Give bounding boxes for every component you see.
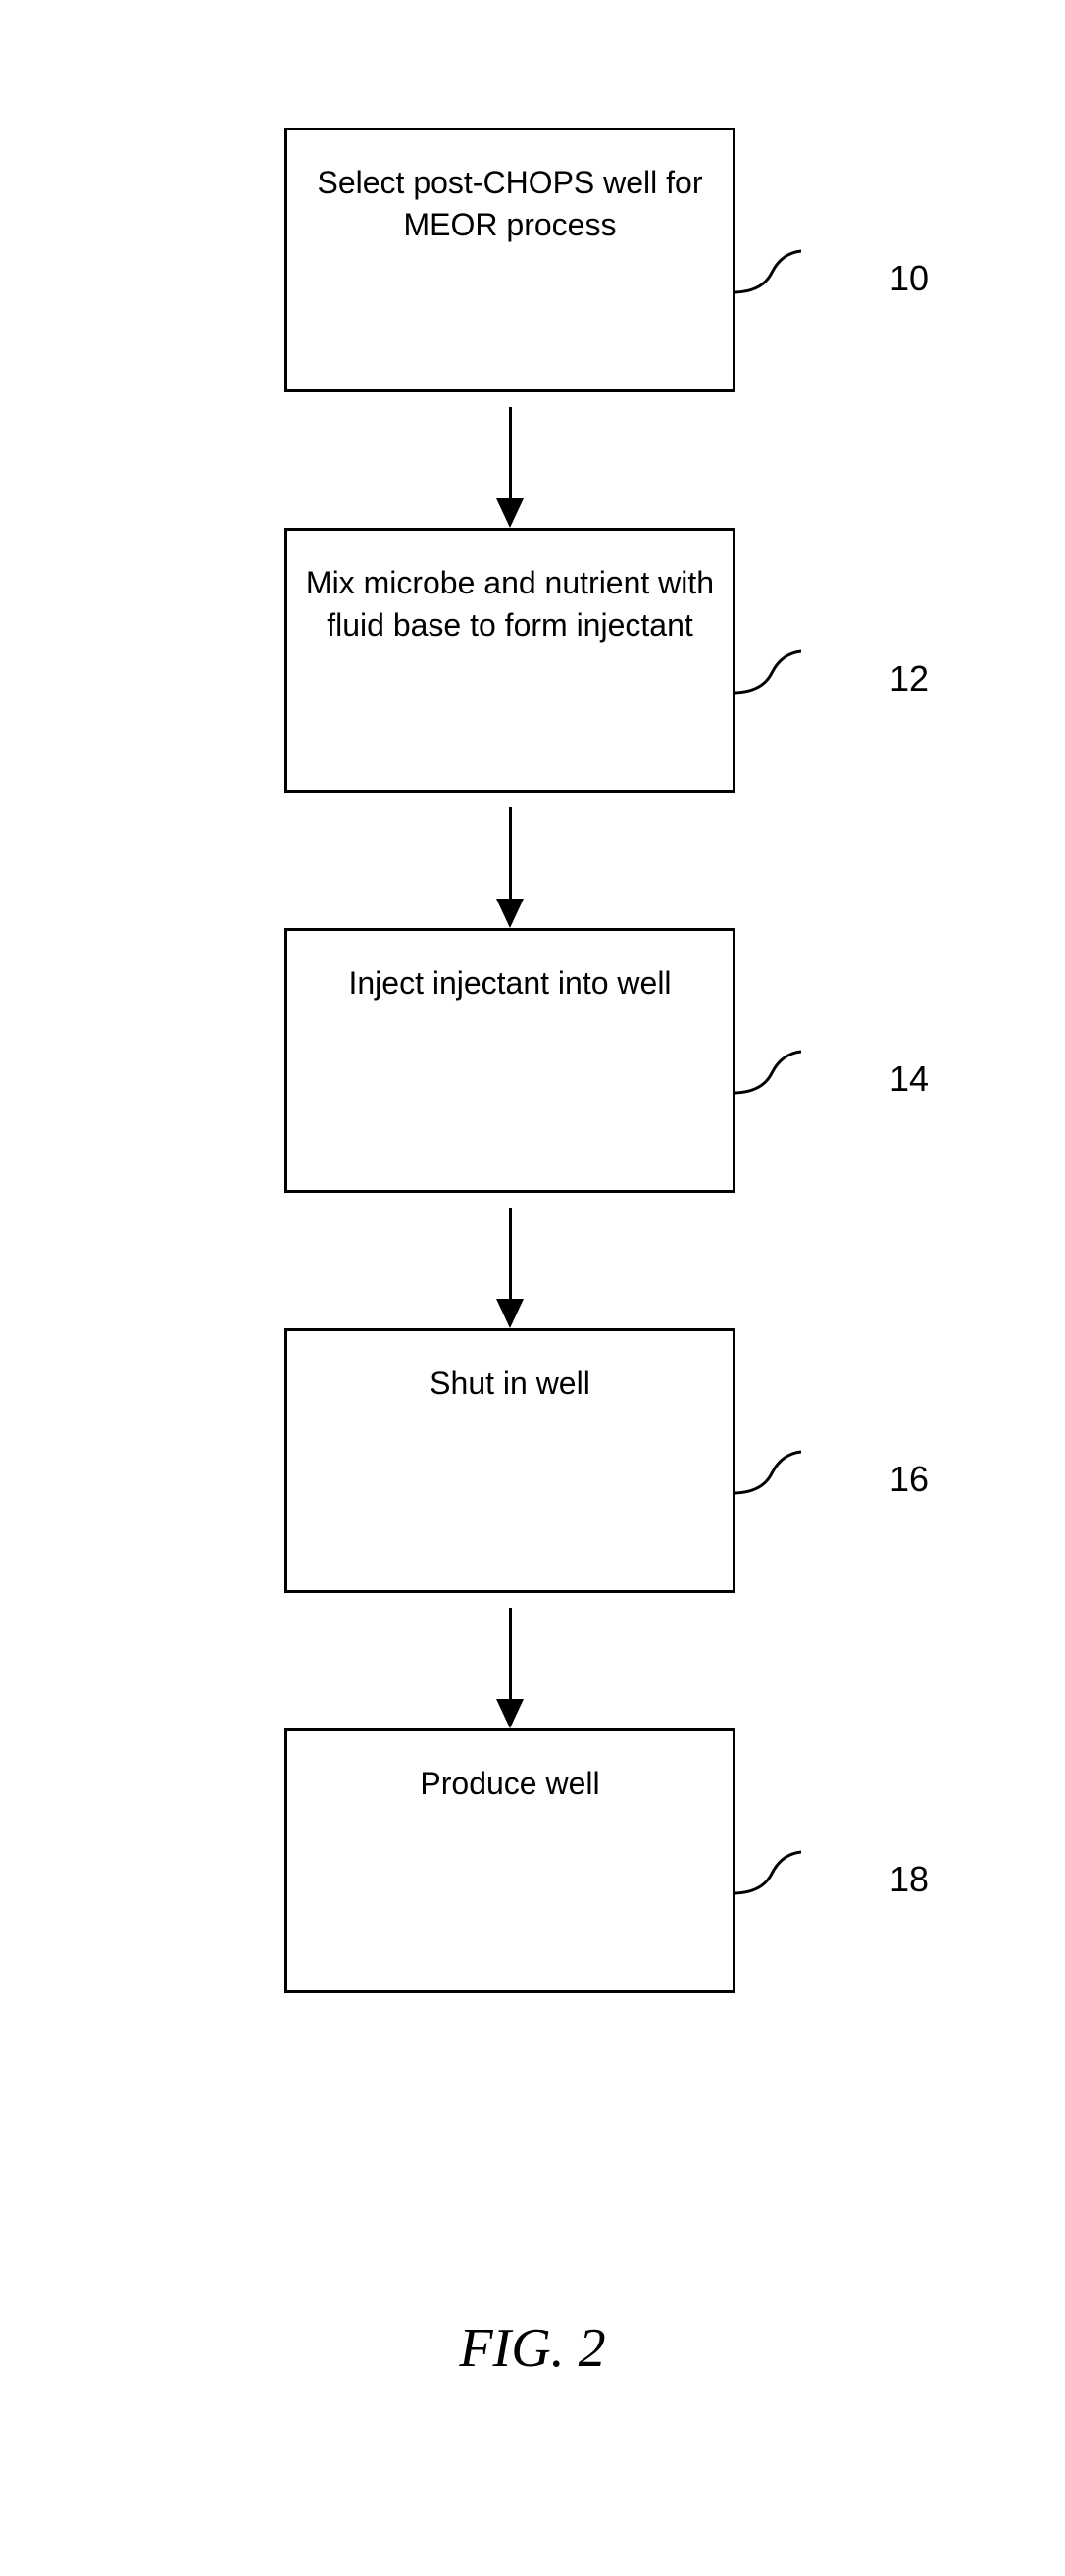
flowchart-arrow	[509, 793, 512, 928]
connector-curve-icon	[733, 1044, 801, 1103]
step-text: Mix microbe and nutrient withfluid base …	[306, 562, 714, 646]
flowchart-step: Mix microbe and nutrient withfluid base …	[167, 528, 853, 928]
arrow-head-icon	[496, 1699, 524, 1728]
arrow-line-icon	[509, 807, 512, 913]
step-label: 16	[889, 1459, 929, 1500]
flowchart-arrow	[509, 392, 512, 528]
step-label: 12	[889, 658, 929, 699]
step-box-10: Select post-CHOPS well forMEOR process 1…	[284, 128, 735, 392]
arrow-head-icon	[496, 899, 524, 928]
step-box-14: Inject injectant into well 14	[284, 928, 735, 1193]
flowchart-step: Shut in well 16	[167, 1328, 853, 1728]
flowchart-step: Select post-CHOPS well forMEOR process 1…	[167, 128, 853, 528]
step-text: Inject injectant into well	[348, 962, 671, 1005]
connector-curve-icon	[733, 243, 801, 302]
arrow-head-icon	[496, 1299, 524, 1328]
arrow-line-icon	[509, 407, 512, 513]
figure-caption: FIG. 2	[0, 2317, 1065, 2380]
arrow-line-icon	[509, 1608, 512, 1714]
step-box-18: Produce well 18	[284, 1728, 735, 1993]
flowchart-step: Inject injectant into well 14	[167, 928, 853, 1328]
flowchart-arrow	[509, 1593, 512, 1728]
step-box-16: Shut in well 16	[284, 1328, 735, 1593]
arrow-head-icon	[496, 498, 524, 528]
step-label: 10	[889, 258, 929, 299]
flowchart-arrow	[509, 1193, 512, 1328]
connector-curve-icon	[733, 1444, 801, 1503]
step-text: Produce well	[420, 1763, 599, 1805]
connector-curve-icon	[733, 1844, 801, 1903]
arrow-line-icon	[509, 1208, 512, 1314]
connector-curve-icon	[733, 644, 801, 702]
flowchart-container: Select post-CHOPS well forMEOR process 1…	[167, 128, 853, 1993]
step-text: Shut in well	[430, 1363, 590, 1405]
step-box-12: Mix microbe and nutrient withfluid base …	[284, 528, 735, 793]
step-text: Select post-CHOPS well forMEOR process	[317, 162, 702, 246]
step-label: 14	[889, 1058, 929, 1100]
step-label: 18	[889, 1859, 929, 1900]
flowchart-step: Produce well 18	[167, 1728, 853, 1993]
